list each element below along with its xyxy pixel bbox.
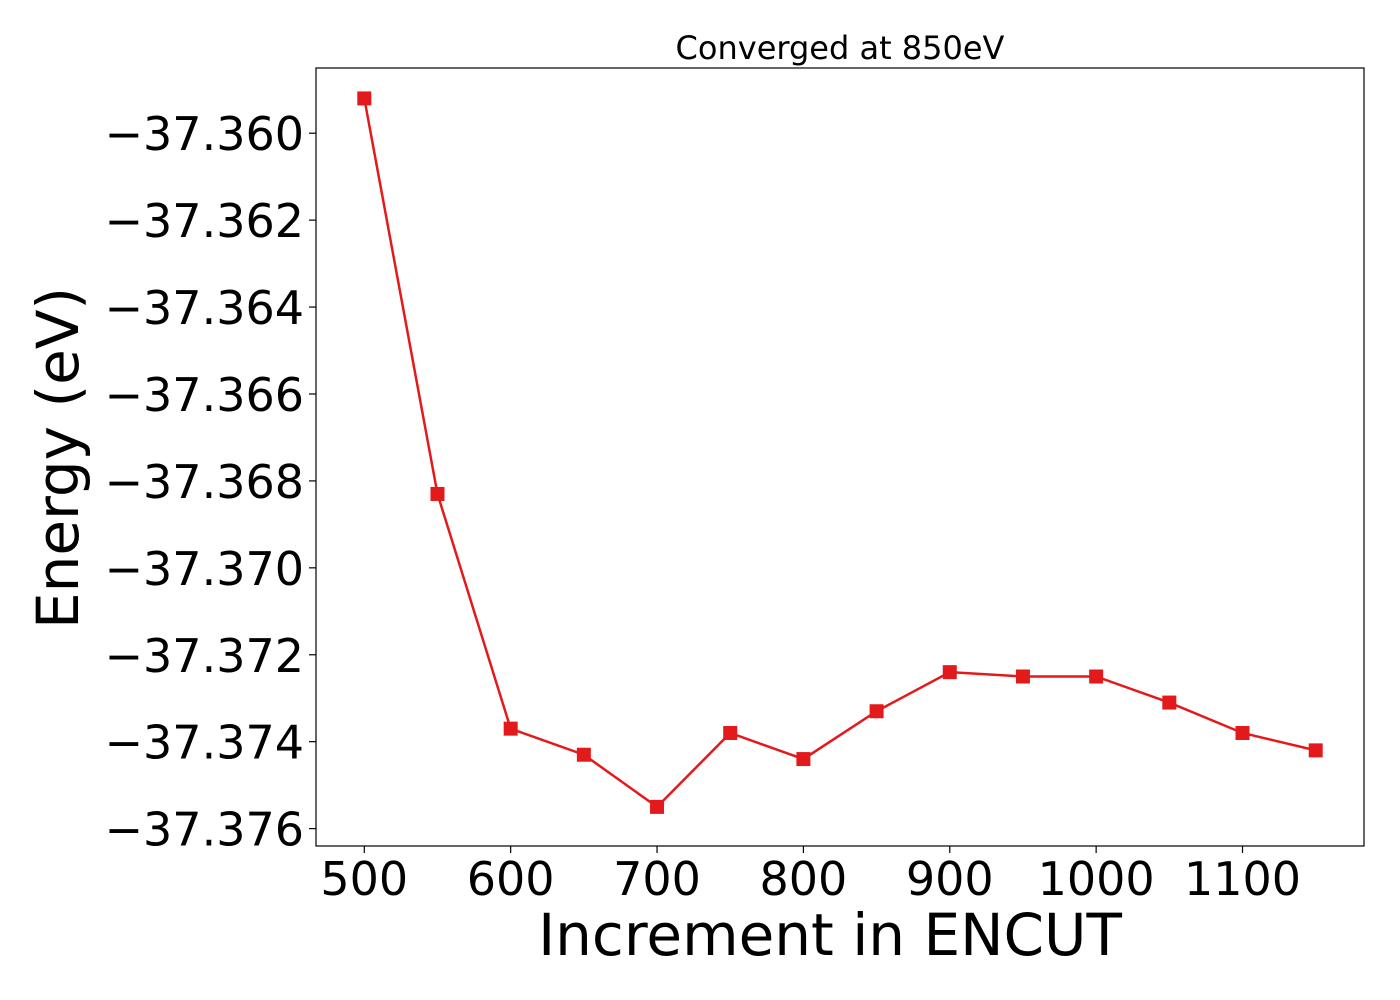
x-tick-label: 800 bbox=[760, 852, 848, 906]
series-line bbox=[363, 98, 1316, 809]
data-point-marker bbox=[869, 704, 884, 719]
x-tick-label: 600 bbox=[467, 852, 555, 906]
y-tick-label: −37.370 bbox=[105, 542, 305, 596]
plot-area bbox=[357, 91, 1323, 814]
y-tick-label: −37.368 bbox=[105, 455, 305, 509]
data-point-marker bbox=[503, 721, 518, 736]
data-point-marker bbox=[1015, 669, 1030, 684]
data-point-marker bbox=[1162, 695, 1177, 710]
data-point-marker bbox=[357, 91, 372, 106]
chart-title: Converged at 850eV bbox=[676, 29, 1005, 67]
data-point-marker bbox=[796, 752, 811, 767]
x-tick-label: 900 bbox=[906, 852, 994, 906]
data-point-marker bbox=[942, 665, 957, 680]
y-tick-label: −37.372 bbox=[105, 629, 305, 683]
y-tick-label: −37.374 bbox=[105, 716, 305, 770]
y-axis: −37.360 −37.362 −37.364 −37.366 −37.368 −37.3… bbox=[105, 107, 316, 857]
x-tick-label: 500 bbox=[320, 852, 408, 906]
data-point-marker bbox=[1308, 743, 1323, 758]
y-tick-label: −37.360 bbox=[105, 107, 305, 161]
data-point-marker bbox=[1089, 669, 1104, 684]
plot-frame bbox=[315, 67, 1365, 847]
x-tick-label: 1000 bbox=[1038, 852, 1155, 906]
y-tick-label: −37.364 bbox=[105, 281, 305, 335]
y-tick-label: −37.376 bbox=[105, 803, 305, 857]
data-point-marker bbox=[576, 747, 591, 762]
y-tick-label: −37.362 bbox=[105, 194, 305, 248]
y-tick-label: −37.366 bbox=[105, 368, 305, 422]
x-tick-label: 1100 bbox=[1184, 852, 1301, 906]
data-point-marker bbox=[650, 799, 665, 814]
data-point-marker bbox=[430, 486, 445, 501]
data-point-marker bbox=[723, 725, 738, 740]
x-axis-title: Increment in ENCUT bbox=[538, 901, 1122, 969]
x-tick-label: 700 bbox=[613, 852, 701, 906]
data-point-marker bbox=[1235, 725, 1250, 740]
y-axis-title: Energy (eV) bbox=[24, 287, 92, 629]
x-axis: 500 600 700 800 900 1000 1100 bbox=[320, 846, 1301, 906]
